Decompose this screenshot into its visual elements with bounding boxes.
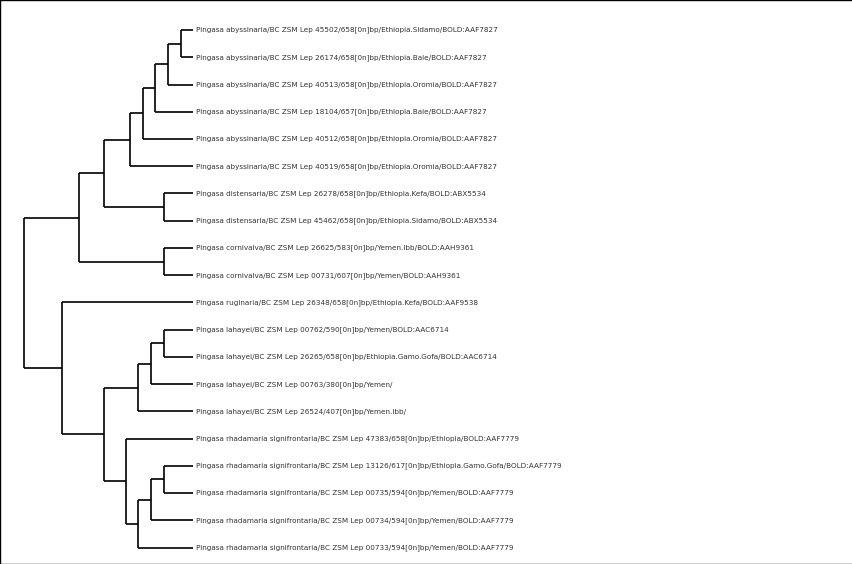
Text: Pingasa rhadamaria signifrontaria/BC ZSM Lep 00734/594[0n]bp/Yemen/BOLD:AAF7779: Pingasa rhadamaria signifrontaria/BC ZSM… <box>195 517 512 524</box>
Text: Pingasa abyssinaria/BC ZSM Lep 40513/658[0n]bp/Ethiopia.Oromia/BOLD:AAF7827: Pingasa abyssinaria/BC ZSM Lep 40513/658… <box>195 81 496 88</box>
Text: Pingasa abyssinaria/BC ZSM Lep 40519/658[0n]bp/Ethiopia.Oromia/BOLD:AAF7827: Pingasa abyssinaria/BC ZSM Lep 40519/658… <box>195 163 496 170</box>
Text: Pingasa rhadamaria signifrontaria/BC ZSM Lep 00733/594[0n]bp/Yemen/BOLD:AAF7779: Pingasa rhadamaria signifrontaria/BC ZSM… <box>195 544 512 551</box>
Text: Pingasa abyssinaria/BC ZSM Lep 18104/657[0n]bp/Ethiopia.Bale/BOLD:AAF7827: Pingasa abyssinaria/BC ZSM Lep 18104/657… <box>195 108 486 115</box>
Text: Pingasa lahayei/BC ZSM Lep 00762/590[0n]bp/Yemen/BOLD:AAC6714: Pingasa lahayei/BC ZSM Lep 00762/590[0n]… <box>195 327 448 333</box>
Text: Pingasa lahayei/BC ZSM Lep 00763/380[0n]bp/Yemen/: Pingasa lahayei/BC ZSM Lep 00763/380[0n]… <box>195 381 392 387</box>
Text: Pingasa abyssinaria/BC ZSM Lep 40512/658[0n]bp/Ethiopia.Oromia/BOLD:AAF7827: Pingasa abyssinaria/BC ZSM Lep 40512/658… <box>195 135 496 142</box>
Text: Pingasa rhadamaria signifrontaria/BC ZSM Lep 13126/617[0n]bp/Ethiopia.Gamo.Gofa/: Pingasa rhadamaria signifrontaria/BC ZSM… <box>195 462 561 469</box>
Text: Pingasa abyssinaria/BC ZSM Lep 26174/658[0n]bp/Ethiopia.Bale/BOLD:AAF7827: Pingasa abyssinaria/BC ZSM Lep 26174/658… <box>195 54 486 61</box>
Text: Pingasa abyssinaria/BC ZSM Lep 45502/658[0n]bp/Ethiopia.Sidamo/BOLD:AAF7827: Pingasa abyssinaria/BC ZSM Lep 45502/658… <box>195 27 497 33</box>
Text: Pingasa rhadamaria signifrontaria/BC ZSM Lep 47383/658[0n]bp/Ethiopia/BOLD:AAF77: Pingasa rhadamaria signifrontaria/BC ZSM… <box>195 435 518 442</box>
Text: Pingasa cornivalva/BC ZSM Lep 00731/607[0n]bp/Yemen/BOLD:AAH9361: Pingasa cornivalva/BC ZSM Lep 00731/607[… <box>195 272 459 279</box>
Text: Pingasa cornivalva/BC ZSM Lep 26625/583[0n]bp/Yemen.Ibb/BOLD:AAH9361: Pingasa cornivalva/BC ZSM Lep 26625/583[… <box>195 245 473 252</box>
Text: Pingasa distensaria/BC ZSM Lep 26278/658[0n]bp/Ethiopia.Kefa/BOLD:ABX5534: Pingasa distensaria/BC ZSM Lep 26278/658… <box>195 190 485 197</box>
Text: Pingasa rhadamaria signifrontaria/BC ZSM Lep 00735/594[0n]bp/Yemen/BOLD:AAF7779: Pingasa rhadamaria signifrontaria/BC ZSM… <box>195 490 512 496</box>
Text: Pingasa lahayei/BC ZSM Lep 26265/658[0n]bp/Ethiopia.Gamo.Gofa/BOLD:AAC6714: Pingasa lahayei/BC ZSM Lep 26265/658[0n]… <box>195 354 496 360</box>
Text: Pingasa distensaria/BC ZSM Lep 45462/658[0n]bp/Ethiopia.Sidamo/BOLD:ABX5534: Pingasa distensaria/BC ZSM Lep 45462/658… <box>195 217 496 224</box>
Text: Pingasa ruginaria/BC ZSM Lep 26348/658[0n]bp/Ethiopia.Kefa/BOLD:AAF9538: Pingasa ruginaria/BC ZSM Lep 26348/658[0… <box>195 299 477 306</box>
Text: Pingasa lahayei/BC ZSM Lep 26524/407[0n]bp/Yemen.Ibb/: Pingasa lahayei/BC ZSM Lep 26524/407[0n]… <box>195 408 406 415</box>
